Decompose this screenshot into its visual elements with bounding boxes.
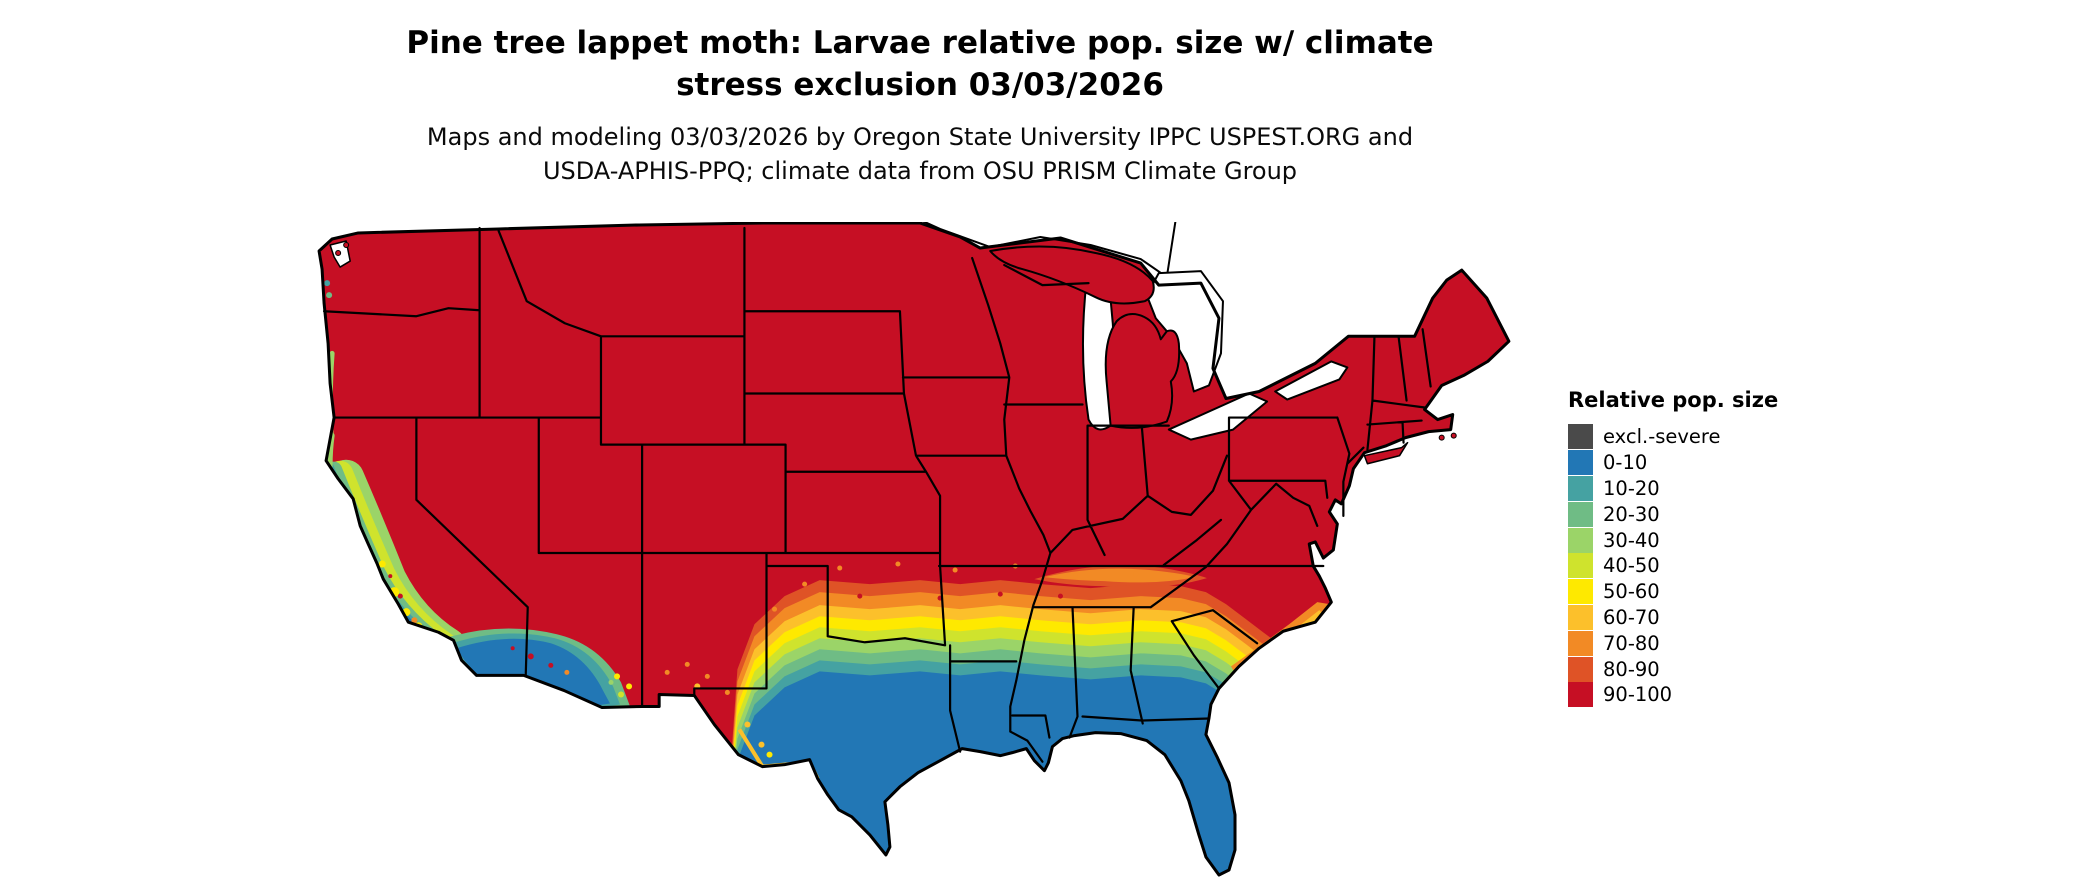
lake-huron <box>1145 270 1224 393</box>
legend-entry: 30-40 <box>1568 527 1888 553</box>
legend-entry: 70-80 <box>1568 630 1888 656</box>
legend-swatch <box>1568 424 1593 450</box>
us-map <box>317 217 1511 877</box>
legend-entry: 80-90 <box>1568 656 1888 682</box>
legend-label: 40-50 <box>1603 554 1660 578</box>
map-subtitle: Maps and modeling 03/03/2026 by Oregon S… <box>0 120 1840 188</box>
legend-swatch <box>1568 501 1593 527</box>
legend-label: 20-30 <box>1603 502 1660 526</box>
subtitle-line-2: USDA-APHIS-PPQ; climate data from OSU PR… <box>542 157 1298 185</box>
legend-label: 0-10 <box>1603 451 1648 475</box>
island-dot <box>343 241 350 249</box>
legend-swatch <box>1568 682 1593 708</box>
island-dot <box>335 250 342 257</box>
state-borders <box>322 226 1432 763</box>
long-island <box>1363 441 1409 465</box>
map-legend: Relative pop. size excl.-severe 0-10 10-20… <box>1568 388 1888 708</box>
legend-label: 30-40 <box>1603 528 1660 552</box>
legend-label: 10-20 <box>1603 476 1660 500</box>
upper-peninsula <box>989 245 1155 305</box>
us-outline <box>317 221 1511 877</box>
island-dot <box>1438 434 1445 441</box>
lower-peninsula <box>1104 313 1181 429</box>
legend-title: Relative pop. size <box>1568 388 1779 412</box>
legend-label: 70-80 <box>1603 631 1660 655</box>
legend-swatch <box>1568 553 1593 579</box>
legend-label: excl.-severe <box>1603 425 1721 449</box>
legend-swatch <box>1568 475 1593 501</box>
legend-entry: 40-50 <box>1568 553 1888 579</box>
title-line-2: stress exclusion 03/03/2026 <box>676 67 1164 103</box>
legend-entry: 10-20 <box>1568 475 1888 502</box>
map-title: Pine tree lappet moth: Larvae relative p… <box>0 22 1840 106</box>
island-dot <box>1450 432 1457 439</box>
legend-label: 80-90 <box>1603 657 1660 681</box>
legend-swatch <box>1568 604 1593 630</box>
subtitle-line-1: Maps and modeling 03/03/2026 by Oregon S… <box>426 123 1414 151</box>
legend-swatch <box>1568 527 1593 553</box>
great-lakes <box>329 217 1349 441</box>
legend-entry: 60-70 <box>1568 604 1888 631</box>
legend-entry: 50-60 <box>1568 579 1888 605</box>
legend-entry: 0-10 <box>1568 450 1888 476</box>
us-map-container <box>298 217 1542 886</box>
legend-label: 50-60 <box>1603 580 1660 604</box>
legend-entry: 90-100 <box>1568 682 1888 708</box>
legend-entry: 20-30 <box>1568 501 1888 527</box>
legend-entries: excl.-severe 0-10 10-20 20-30 30-40 40-50 50-6… <box>1568 424 1888 708</box>
legend-label: 60-70 <box>1603 605 1660 629</box>
legend-entry: excl.-severe <box>1568 424 1888 450</box>
legend-swatch <box>1568 630 1593 656</box>
legend-swatch <box>1568 656 1593 682</box>
legend-swatch <box>1568 579 1593 605</box>
legend-swatch <box>1568 450 1593 476</box>
legend-label: 90-100 <box>1603 683 1673 707</box>
map-fill-layer <box>319 222 1509 876</box>
title-line-1: Pine tree lappet moth: Larvae relative p… <box>406 25 1434 61</box>
michigan-land <box>335 241 1457 465</box>
lake-erie <box>1167 392 1269 441</box>
lake-ontario <box>1274 360 1349 401</box>
